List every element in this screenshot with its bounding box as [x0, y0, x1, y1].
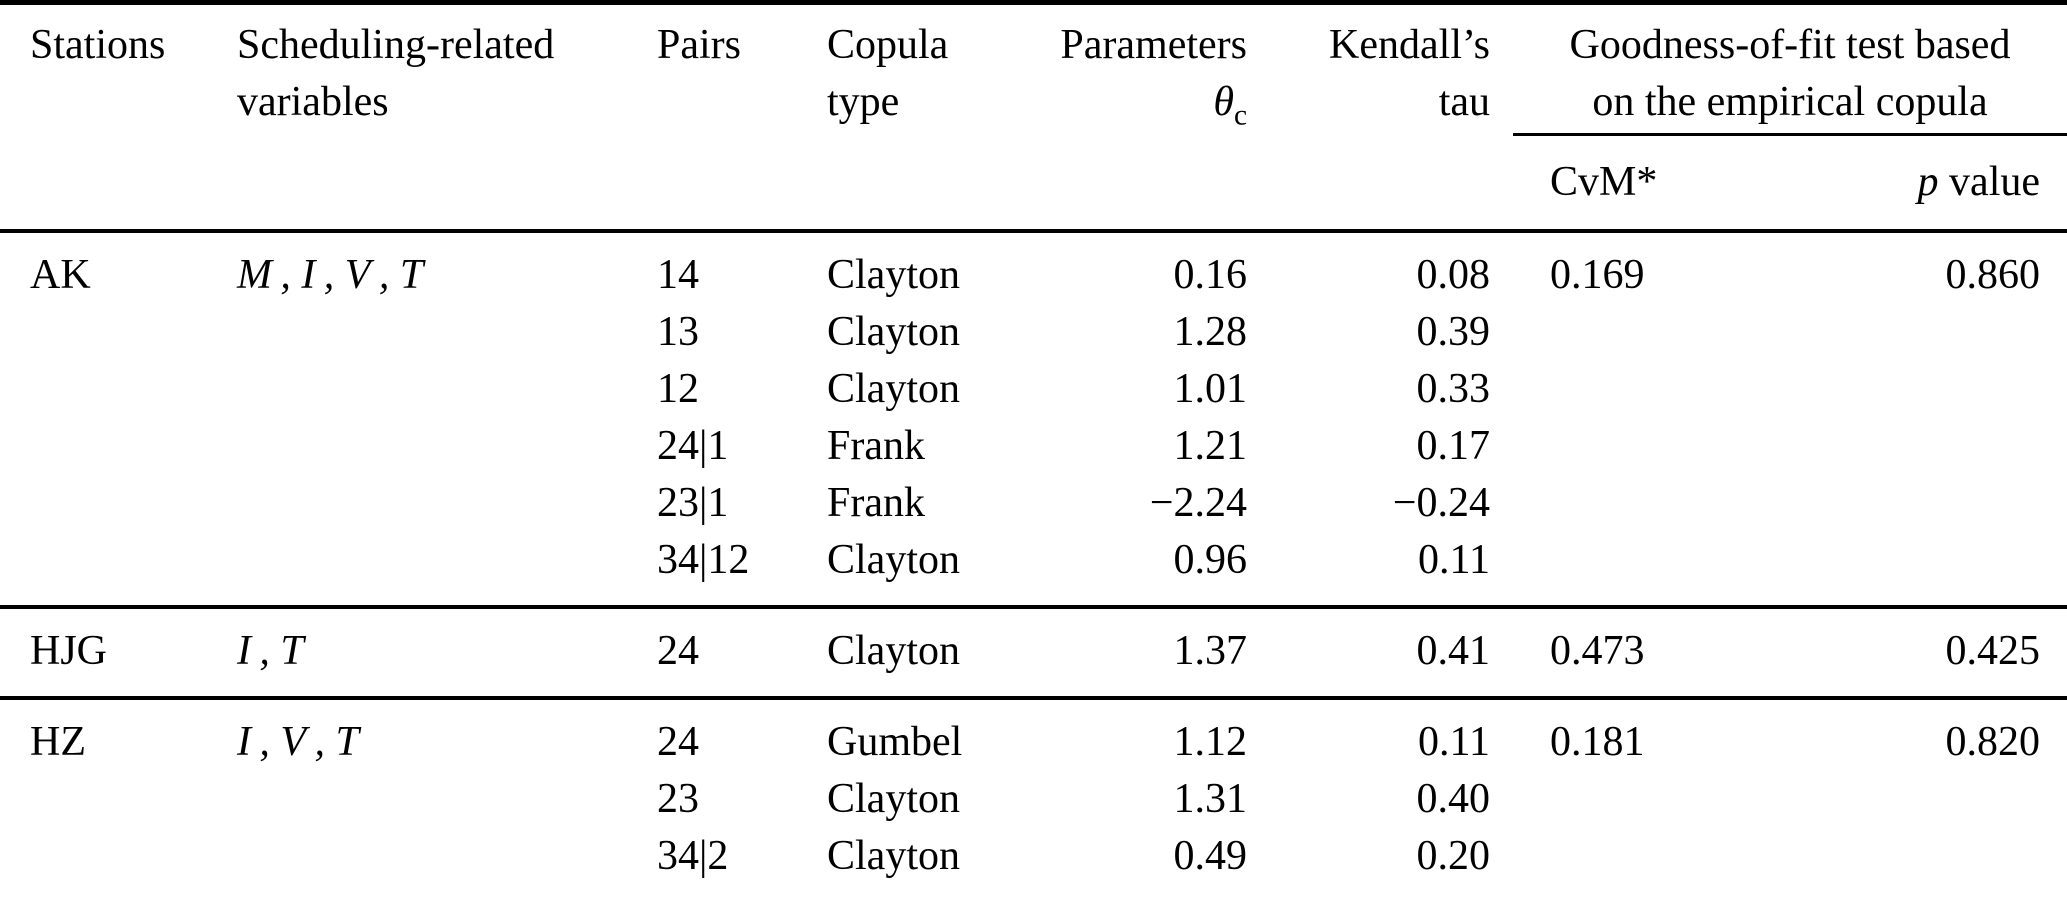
section-HZ: HZ I , V , T 24 Gumbel 1.12 0.11 0.181 0…: [0, 695, 2067, 900]
theta-symbol: θ: [1213, 79, 1234, 125]
cvm-cell: 0.181: [1513, 695, 1763, 900]
tau-cell: 0.11: [1418, 536, 1490, 583]
copula-cell: Clayton: [827, 536, 960, 583]
table-row: 23|1 Frank −2.24 −0.24: [0, 475, 2067, 532]
theta-cell: 1.12: [1011, 695, 1247, 771]
header-line: tau: [1438, 79, 1490, 125]
col-header-copula-type: Copula type: [797, 2, 1011, 233]
variables-text: I , V , T: [237, 718, 359, 765]
cvm-cell: 0.473: [1513, 604, 1763, 698]
tau-cell: −0.24: [1392, 479, 1490, 526]
table-row: 23 Clayton 1.31 0.40: [0, 771, 2067, 828]
copula-cell: Clayton: [797, 604, 1011, 698]
copula-cell: Frank: [827, 422, 925, 469]
header-line: Kendall’s: [1329, 22, 1490, 68]
copula-cell: Clayton: [827, 775, 960, 822]
p-symbol: p: [1917, 158, 1939, 205]
theta-cell: 1.31: [1173, 775, 1248, 822]
station-cell: AK: [30, 251, 91, 298]
tau-cell: 0.33: [1416, 365, 1491, 412]
table-header: Stations Scheduling-related variables Pa…: [0, 2, 2067, 233]
p-value-cell: 0.860: [1945, 251, 2041, 298]
theta-cell: 1.37: [1011, 604, 1247, 698]
pair-cell: 23: [657, 775, 699, 822]
col-header-stations: Stations: [0, 2, 207, 233]
header-line: Scheduling-related: [237, 22, 555, 68]
station-cell: HZ: [0, 695, 207, 900]
tau-cell: 0.39: [1416, 308, 1491, 355]
pair-cell: 23|1: [657, 479, 729, 526]
cvm-cell: 0.169: [1550, 251, 1645, 298]
tau-cell: 0.40: [1416, 775, 1491, 822]
header-line: Stations: [30, 22, 166, 68]
header-line: variables: [237, 79, 389, 125]
pair-cell: 13: [657, 308, 699, 355]
p-value-word: value: [1938, 158, 2040, 205]
header-line: Parameters: [1060, 22, 1247, 68]
pair-cell: 24|1: [657, 422, 729, 469]
theta-symbol-line: θc: [1011, 74, 1247, 144]
tau-cell: 0.20: [1416, 832, 1491, 879]
theta-cell: 1.01: [1173, 365, 1248, 412]
header-line: Copula: [827, 22, 949, 68]
variables-cell: M , I , V , T: [207, 231, 627, 607]
theta-cell: −2.24: [1149, 479, 1247, 526]
col-header-p-value: p value: [1763, 134, 2067, 233]
col-header-kendalls-tau: Kendall’s tau: [1247, 2, 1513, 233]
p-value-cell: 0.425: [1763, 604, 2067, 698]
copula-cell: Clayton: [827, 365, 960, 412]
variables-cell: I , T: [207, 604, 627, 698]
table-row: 12 Clayton 1.01 0.33: [0, 361, 2067, 418]
pair-cell: 24: [627, 604, 797, 698]
theta-cell: 1.21: [1173, 422, 1248, 469]
table-row: AK M , I , V , T 14 Clayton 0.16 0.08 0.…: [0, 231, 2067, 304]
col-header-variables: Scheduling-related variables: [207, 2, 627, 233]
section-AK: AK M , I , V , T 14 Clayton 0.16 0.08 0.…: [0, 231, 2067, 607]
table-row: 24|1 Frank 1.21 0.17: [0, 418, 2067, 475]
pair-cell: 12: [657, 365, 699, 412]
tau-cell: 0.17: [1416, 422, 1491, 469]
col-header-pairs: Pairs: [627, 2, 797, 233]
copula-cell: Clayton: [827, 308, 960, 355]
table-row: 34|12 Clayton 0.96 0.11: [0, 532, 2067, 607]
theta-cell: 0.16: [1173, 251, 1248, 298]
copula-cell: Gumbel: [797, 695, 1011, 771]
theta-cell: 0.96: [1173, 536, 1248, 583]
pair-cell: 24: [627, 695, 797, 771]
copula-cell: Clayton: [827, 251, 960, 298]
theta-cell: 1.28: [1173, 308, 1248, 355]
pair-cell: 34|2: [657, 832, 729, 879]
theta-cell: 0.49: [1173, 832, 1248, 879]
variables-text: I , T: [237, 627, 304, 674]
tau-cell: 0.41: [1247, 604, 1513, 698]
copula-cell: Frank: [827, 479, 925, 526]
table-row: 34|2 Clayton 0.49 0.20: [0, 828, 2067, 900]
table-row: HZ I , V , T 24 Gumbel 1.12 0.11 0.181 0…: [0, 695, 2067, 900]
copula-cell: Clayton: [827, 832, 960, 879]
section-HJG: HJG I , T 24 Clayton 1.37 0.41 0.473 0.4…: [0, 604, 2067, 698]
header-line: on the empirical copula: [1592, 79, 1988, 125]
col-header-parameters: Parameters θc: [1011, 2, 1247, 233]
p-value-cell: 0.820: [1763, 695, 2067, 900]
tau-cell: 0.08: [1416, 251, 1491, 298]
col-header-cvm: CvM*: [1513, 134, 1763, 233]
header-line: type: [827, 79, 900, 125]
table-row: HJG I , T 24 Clayton 1.37 0.41 0.473 0.4…: [0, 604, 2067, 698]
table-row: 13 Clayton 1.28 0.39: [0, 304, 2067, 361]
tau-cell: 0.11: [1247, 695, 1513, 771]
pair-cell: 14: [657, 251, 699, 298]
variables-text: M , I , V , T: [237, 251, 424, 298]
pair-cell: 34|12: [657, 536, 750, 583]
header-line: Goodness-of-fit test based: [1569, 22, 2011, 68]
theta-subscript: c: [1233, 99, 1247, 132]
group-header-goodness-of-fit: Goodness-of-fit test based on the empiri…: [1513, 2, 2067, 136]
header-line: Pairs: [657, 22, 741, 68]
variables-cell: I , V , T: [207, 695, 627, 900]
station-cell: HJG: [0, 604, 207, 698]
